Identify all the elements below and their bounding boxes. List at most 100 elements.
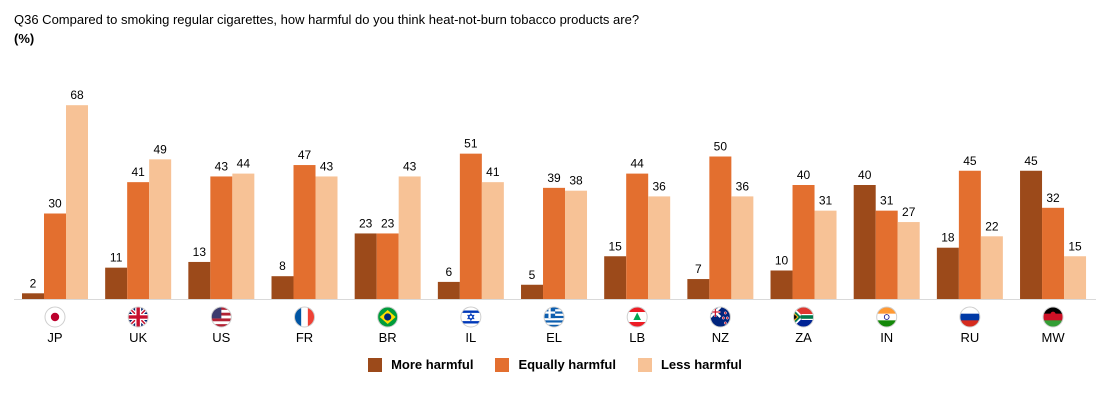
bar-more-harmful-in[interactable] [853,185,876,299]
bar-group-nz: 7 50 36 NZ [687,140,754,345]
bar-equally-harmful-fr[interactable] [293,165,316,299]
category-label-mw: MW [1041,330,1065,345]
bar-more-harmful-ru[interactable] [936,247,959,299]
bar-equally-harmful-in[interactable] [875,210,898,299]
value-label-more-harmful-lb: 15 [609,239,623,253]
bar-equally-harmful-nz[interactable] [709,156,732,300]
category-label-il: IL [465,330,476,345]
category-label-br: BR [379,330,397,345]
bar-equally-harmful-za[interactable] [792,185,815,299]
value-label-equally-harmful-nz: 50 [714,140,728,154]
bar-group-za: 10 40 31 ZA [770,168,837,345]
bar-more-harmful-br[interactable] [354,233,377,299]
flag-greece-icon [543,306,565,328]
flag-france-icon [294,306,316,328]
category-label-in: IN [880,330,893,345]
bar-more-harmful-nz[interactable] [687,279,710,299]
bar-less-harmful-ru[interactable] [980,236,1003,299]
value-label-less-harmful-in: 27 [902,205,916,219]
flag-india-icon [876,306,898,328]
bar-less-harmful-za[interactable] [814,210,837,299]
bar-group-mw: 45 32 15 MW [1020,154,1087,345]
value-label-less-harmful-jp: 68 [70,88,84,102]
bar-group-ru: 18 45 22 RU [936,154,1003,345]
flag-uk-icon [127,306,149,328]
bar-equally-harmful-br[interactable] [376,233,399,299]
bar-equally-harmful-ru[interactable] [958,170,981,299]
legend-label-equally-harmful: Equally harmful [518,357,616,372]
grouped-bar-chart: 2 30 68 JP 11 41 49 UK 13 43 44 US 8 47 43 FR 23 23 43 BR 6 5… [14,88,1096,345]
value-label-equally-harmful-mw: 32 [1046,191,1060,205]
chart-legend: More harmful Equally harmful Less harmfu… [0,357,1110,372]
bar-equally-harmful-uk[interactable] [127,182,150,299]
bar-less-harmful-jp[interactable] [66,105,88,299]
flag-usa-icon [210,306,232,328]
category-label-el: EL [546,330,562,345]
bar-group-el: 5 39 38 EL [521,171,588,345]
bar-less-harmful-mw[interactable] [1064,256,1087,299]
bar-more-harmful-mw[interactable] [1020,170,1043,299]
flag-lebanon-icon [626,306,648,328]
bar-equally-harmful-el[interactable] [543,187,566,299]
value-label-less-harmful-il: 41 [486,165,500,179]
bar-equally-harmful-lb[interactable] [626,173,649,299]
value-label-equally-harmful-us: 43 [215,159,229,173]
bar-more-harmful-fr[interactable] [271,276,294,299]
bar-group-lb: 15 44 36 LB [604,157,671,345]
bar-less-harmful-fr[interactable] [315,176,338,299]
bar-equally-harmful-il[interactable] [459,153,482,299]
bar-less-harmful-il[interactable] [481,182,504,299]
bar-more-harmful-za[interactable] [770,270,793,300]
legend-swatch-more-harmful [368,357,383,372]
legend-item-more-harmful[interactable]: More harmful [368,357,473,372]
bar-less-harmful-in[interactable] [897,222,920,299]
value-label-less-harmful-us: 44 [237,157,251,171]
value-label-less-harmful-uk: 49 [153,142,167,156]
value-label-less-harmful-nz: 36 [736,179,750,193]
bar-equally-harmful-jp[interactable] [44,213,66,300]
value-label-more-harmful-il: 6 [446,265,453,279]
value-label-equally-harmful-il: 51 [464,137,478,151]
category-label-ru: RU [960,330,979,345]
value-label-equally-harmful-uk: 41 [131,165,145,179]
value-label-more-harmful-jp: 2 [30,276,37,290]
bar-more-harmful-jp[interactable] [22,293,44,299]
bar-more-harmful-lb[interactable] [604,256,627,299]
category-label-jp: JP [47,330,62,345]
bar-less-harmful-uk[interactable] [149,159,172,299]
bar-group-uk: 11 41 49 UK [105,142,172,345]
value-label-more-harmful-ru: 18 [941,231,955,245]
bar-group-in: 40 31 27 IN [853,168,920,345]
value-label-less-harmful-br: 43 [403,159,417,173]
chart-title: Q36 Compared to smoking regular cigarett… [14,12,640,27]
bar-less-harmful-br[interactable] [398,176,421,299]
bar-less-harmful-lb[interactable] [648,196,671,299]
category-label-uk: UK [129,330,147,345]
bar-group-il: 6 51 41 IL [437,137,504,345]
bar-more-harmful-uk[interactable] [105,267,128,299]
value-label-less-harmful-mw: 15 [1068,239,1082,253]
value-label-more-harmful-mw: 45 [1024,154,1038,168]
value-label-equally-harmful-za: 40 [797,168,811,182]
bar-more-harmful-el[interactable] [521,284,544,299]
bar-less-harmful-nz[interactable] [731,196,754,299]
value-label-less-harmful-el: 38 [569,174,583,188]
bar-equally-harmful-us[interactable] [210,176,233,299]
bar-more-harmful-il[interactable] [437,281,460,299]
bar-equally-harmful-mw[interactable] [1042,207,1065,299]
bar-more-harmful-us[interactable] [188,261,211,299]
legend-item-less-harmful[interactable]: Less harmful [637,357,742,372]
bar-less-harmful-us[interactable] [232,173,255,299]
value-label-equally-harmful-fr: 47 [298,148,312,162]
bar-group-jp: 2 30 68 JP [22,88,88,345]
value-label-equally-harmful-jp: 30 [48,197,62,211]
category-label-fr: FR [296,330,313,345]
bar-group-br: 23 23 43 BR [354,159,421,345]
value-label-more-harmful-za: 10 [775,254,789,268]
flag-israel-icon [460,306,482,328]
category-label-nz: NZ [712,330,729,345]
legend-item-equally-harmful[interactable]: Equally harmful [495,357,616,372]
value-label-more-harmful-fr: 8 [279,259,286,273]
legend-swatch-equally-harmful [495,357,510,372]
bar-less-harmful-el[interactable] [565,190,588,299]
